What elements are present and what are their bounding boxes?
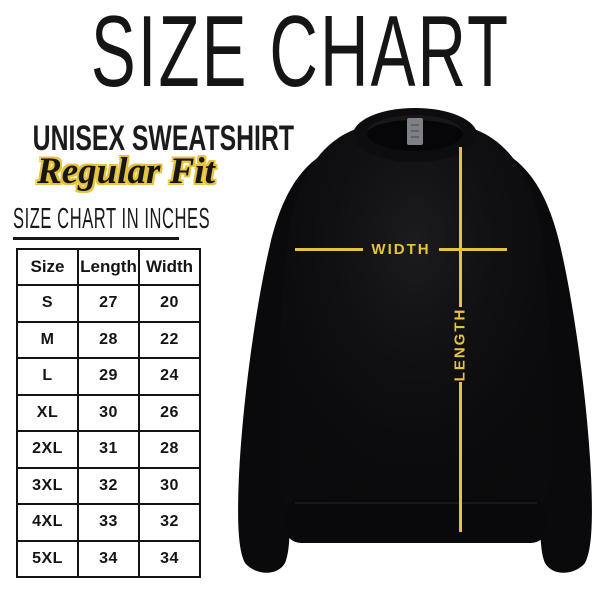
length-measure-line: LENGTH — [449, 147, 471, 532]
table-cell: 28 — [138, 430, 201, 469]
fit-label: Regular Fit — [37, 151, 215, 192]
table-cell: S — [16, 284, 79, 323]
header-row: Size Length Width — [16, 248, 201, 286]
width-line-right-segment — [438, 247, 507, 251]
sweatshirt-body-sheen — [277, 119, 553, 535]
table-cell: 29 — [77, 357, 140, 396]
column-header: Size — [16, 248, 79, 286]
table-cell: 20 — [138, 284, 201, 323]
table-cell: 22 — [138, 320, 201, 359]
table-row: L 29 24 — [16, 357, 201, 396]
table-row: S 27 20 — [16, 284, 201, 323]
section-heading-wrap: SIZE CHART IN INCHES — [13, 203, 210, 240]
table-cell: 24 — [138, 357, 201, 396]
table-row: 5XL 34 34 — [16, 539, 201, 578]
table-cell: 34 — [138, 539, 201, 578]
page-title: SIZE CHART — [90, 0, 510, 109]
table-cell: XL — [16, 393, 79, 432]
table-cell: 33 — [77, 503, 140, 542]
page-title-wrap: SIZE CHART — [0, 1, 600, 102]
table-cell: 31 — [77, 430, 140, 469]
width-label: WIDTH — [371, 240, 431, 258]
width-line-left-segment — [295, 247, 364, 251]
table-cell: 3XL — [16, 466, 79, 505]
table-cell: 4XL — [16, 503, 79, 542]
sweatshirt-image — [238, 108, 592, 573]
table-cell: 30 — [77, 393, 140, 432]
column-header: Width — [138, 248, 201, 286]
size-table-body: S 27 20 M 28 22 L 29 24 XL 30 26 2XL 31 28 3XL 32 30 4XL 33… — [16, 284, 201, 578]
length-label: LENGTH — [451, 307, 469, 382]
table-cell: 27 — [77, 284, 140, 323]
width-measure-line: WIDTH — [295, 240, 507, 258]
length-line-bottom-segment — [458, 382, 462, 532]
table-cell: M — [16, 320, 79, 359]
product-name: UNISEX SWEATSHIRT — [32, 118, 295, 159]
column-header: Length — [77, 248, 140, 286]
table-row: 2XL 31 28 — [16, 430, 201, 469]
length-line-top-segment — [458, 147, 462, 307]
fit-label-wrap: Regular Fit — [0, 150, 252, 193]
sweatshirt-collar-inside — [367, 115, 463, 133]
product-name-wrap: UNISEX SWEATSHIRT — [0, 118, 294, 158]
table-row: 3XL 32 30 — [16, 466, 201, 505]
table-cell: 28 — [77, 320, 140, 359]
table-row: M 28 22 — [16, 320, 201, 359]
table-row: 4XL 33 32 — [16, 503, 201, 542]
size-table-head: Size Length Width — [16, 248, 201, 286]
table-cell: 30 — [138, 466, 201, 505]
table-cell: 32 — [77, 466, 140, 505]
length-label-box: LENGTH — [423, 307, 497, 382]
section-heading: SIZE CHART IN INCHES — [13, 203, 211, 235]
table-cell: 34 — [77, 539, 140, 578]
table-cell: 26 — [138, 393, 201, 432]
table-row: XL 30 26 — [16, 393, 201, 432]
table-cell: 5XL — [16, 539, 79, 578]
sweatshirt-hem-band — [285, 499, 547, 543]
table-cell: 32 — [138, 503, 201, 542]
table-cell: 2XL — [16, 430, 79, 469]
table-cell: L — [16, 357, 79, 396]
size-table: Size Length Width S 27 20 M 28 22 L 29 24 XL 30 26 2XL… — [16, 248, 201, 578]
